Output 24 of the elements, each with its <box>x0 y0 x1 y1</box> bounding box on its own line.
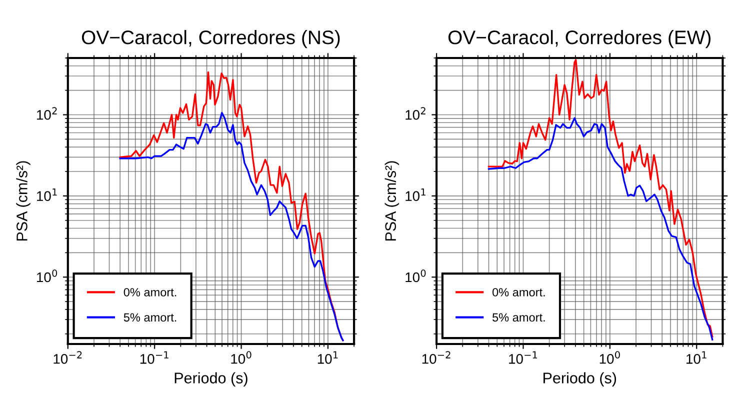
y-axis-title: PSA (cm/s²) <box>16 161 30 240</box>
chart-title: OV−Caracol, Corredores (EW) <box>448 30 711 48</box>
y-tick-label: 10$^{1}$ <box>406 188 426 202</box>
x-tick-label: 10$^{−1}$ <box>509 351 538 364</box>
x-tick-label: 10$^{−1}$ <box>140 351 168 364</box>
legend-label: 5% amort. <box>124 313 176 322</box>
y-tick-label: 10$^{2}$ <box>406 107 426 120</box>
legend-label: 0% amort. <box>492 288 545 296</box>
x-axis-title: Periodo (s) <box>174 372 248 386</box>
x-tick-label: 10$^{−2}$ <box>54 351 82 364</box>
x-tick-label: 10$^{−2}$ <box>422 351 450 364</box>
y-tick-label: 10$^{0}$ <box>406 270 426 282</box>
chart-title: OV−Caracol, Corredores (NS) <box>82 30 340 48</box>
x-tick-label: 10$^{0}$ <box>231 351 252 364</box>
y-tick-label: 10$^{0}$ <box>37 270 58 282</box>
x-tick-label: 10$^{1}$ <box>686 351 706 364</box>
legend-label: 5% amort. <box>492 313 545 322</box>
y-tick-label: 10$^{2}$ <box>37 107 57 120</box>
x-tick-label: 10$^{0}$ <box>600 351 620 364</box>
legend-label: 0% amort. <box>124 288 176 296</box>
y-tick-label: 10$^{1}$ <box>37 188 57 202</box>
x-tick-label: 10$^{1}$ <box>318 351 338 364</box>
x-axis-title: Periodo (s) <box>544 372 616 386</box>
y-axis-title: PSA (cm/s²) <box>384 161 400 240</box>
